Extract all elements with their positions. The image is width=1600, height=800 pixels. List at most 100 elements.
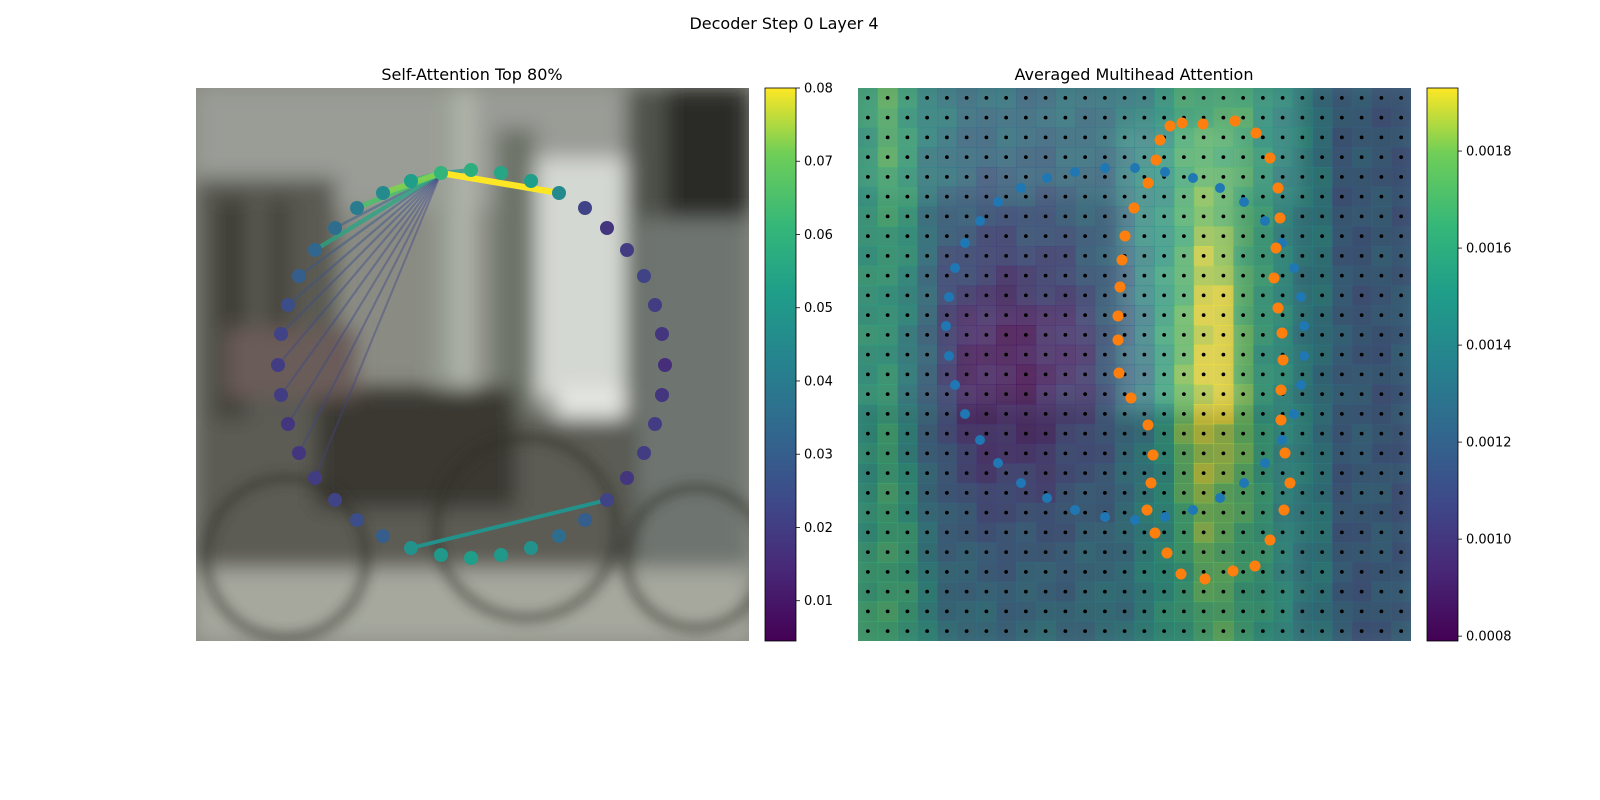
- grid-point: [885, 550, 890, 555]
- grid-point: [1023, 550, 1028, 555]
- grid-point: [1379, 253, 1384, 258]
- grid-point: [1083, 253, 1088, 258]
- grid-point: [1004, 253, 1009, 258]
- grid-point: [1201, 372, 1206, 377]
- grid-point: [1260, 411, 1265, 416]
- grid-point: [1043, 155, 1048, 160]
- grid-point: [1142, 293, 1147, 298]
- grid-point: [1339, 471, 1344, 476]
- grid-point: [1221, 569, 1226, 574]
- blue-contour-point: [950, 380, 960, 390]
- grid-point: [885, 332, 890, 337]
- grid-point: [964, 569, 969, 574]
- grid-point: [1083, 471, 1088, 476]
- grid-point: [1280, 372, 1285, 377]
- grid-point: [905, 569, 910, 574]
- grid-point: [885, 194, 890, 199]
- colorbar-tick-label: 0.04: [804, 374, 833, 389]
- attention-point: [578, 513, 592, 527]
- grid-point: [1300, 629, 1305, 634]
- grid-point: [1280, 431, 1285, 436]
- grid-point: [885, 253, 890, 258]
- grid-point: [1221, 273, 1226, 278]
- grid-point: [964, 372, 969, 377]
- grid-point: [1339, 431, 1344, 436]
- grid-point: [1102, 253, 1107, 258]
- orange-contour-point: [1116, 254, 1128, 266]
- grid-point: [1320, 411, 1325, 416]
- blue-contour-point: [1239, 197, 1249, 207]
- attention-edge: [297, 171, 443, 278]
- grid-point: [905, 471, 910, 476]
- grid-point: [1379, 135, 1384, 140]
- grid-point: [1379, 589, 1384, 594]
- grid-point: [885, 234, 890, 239]
- attention-point: [404, 174, 418, 188]
- grid-point: [1359, 135, 1364, 140]
- grid-point: [1004, 372, 1009, 377]
- grid-point: [865, 135, 870, 140]
- grid-point: [865, 431, 870, 436]
- grid-point: [944, 471, 949, 476]
- blue-contour-point: [1070, 505, 1080, 515]
- grid-point: [1221, 194, 1226, 199]
- blue-contour-point: [1160, 167, 1170, 177]
- grid-point: [1339, 194, 1344, 199]
- multihead-attention-plot: [858, 88, 1411, 641]
- grid-point: [1339, 490, 1344, 495]
- grid-point: [1063, 95, 1068, 100]
- grid-point: [1260, 253, 1265, 258]
- orange-contour-point: [1149, 527, 1161, 539]
- grid-point: [865, 313, 870, 318]
- grid-point: [1142, 550, 1147, 555]
- query-point: [434, 166, 448, 180]
- orange-contour-point: [1175, 568, 1187, 580]
- grid-point: [865, 214, 870, 219]
- grid-point: [1181, 510, 1186, 515]
- grid-point: [905, 332, 910, 337]
- grid-point: [1379, 431, 1384, 436]
- grid-point: [1004, 471, 1009, 476]
- grid-point: [1004, 609, 1009, 614]
- grid-point: [1181, 431, 1186, 436]
- attention-edge: [279, 171, 443, 336]
- grid-point: [1162, 234, 1167, 239]
- grid-point: [1300, 569, 1305, 574]
- grid-point: [885, 569, 890, 574]
- blue-contour-point: [1215, 493, 1225, 503]
- grid-point: [1399, 589, 1404, 594]
- grid-point: [1359, 95, 1364, 100]
- grid-point: [925, 569, 930, 574]
- grid-point: [925, 451, 930, 456]
- grid-point: [865, 589, 870, 594]
- grid-point: [984, 155, 989, 160]
- grid-point: [1083, 550, 1088, 555]
- grid-point: [885, 471, 890, 476]
- grid-point: [1004, 589, 1009, 594]
- grid-point: [1181, 372, 1186, 377]
- grid-point: [1241, 313, 1246, 318]
- grid-point: [1004, 332, 1009, 337]
- grid-point: [1142, 431, 1147, 436]
- grid-point: [1063, 293, 1068, 298]
- right-panel-title: Averaged Multihead Attention: [1015, 65, 1254, 84]
- blue-contour-point: [1100, 512, 1110, 522]
- grid-point: [1023, 253, 1028, 258]
- grid-point: [1102, 569, 1107, 574]
- grid-point: [1004, 451, 1009, 456]
- grid-point: [1260, 95, 1265, 100]
- street-photo-background: [196, 88, 749, 641]
- grid-point: [1221, 95, 1226, 100]
- orange-contour-point: [1250, 127, 1262, 139]
- grid-point: [1339, 589, 1344, 594]
- grid-point: [1260, 510, 1265, 515]
- grid-point: [1339, 234, 1344, 239]
- grid-point: [1399, 372, 1404, 377]
- grid-point: [1300, 589, 1305, 594]
- grid-point: [925, 629, 930, 634]
- grid-point: [1023, 214, 1028, 219]
- grid-point: [984, 471, 989, 476]
- grid-point: [1339, 451, 1344, 456]
- grid-point: [1379, 392, 1384, 397]
- grid-point: [1023, 135, 1028, 140]
